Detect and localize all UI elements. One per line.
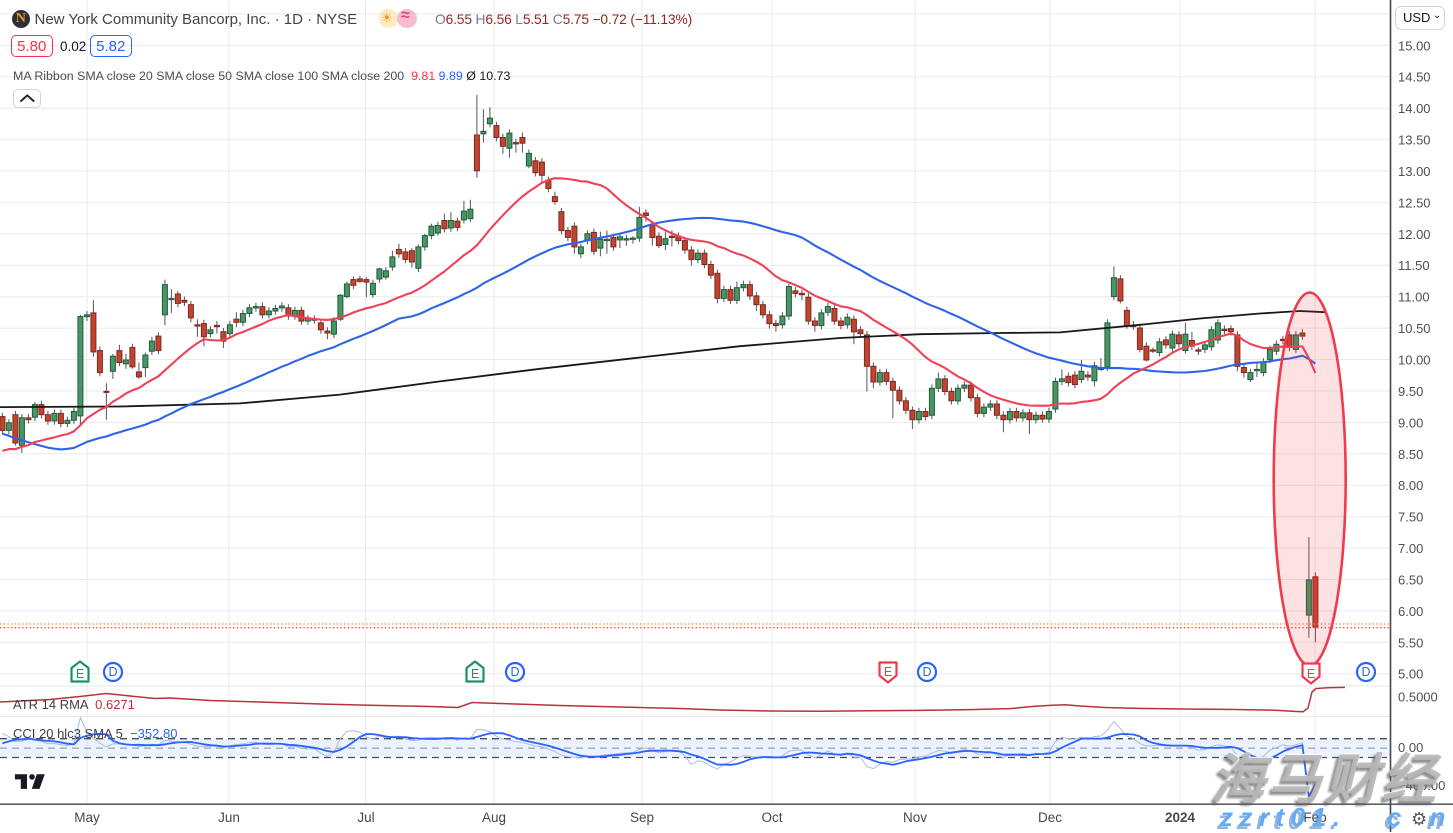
- svg-text:Jun: Jun: [218, 810, 240, 825]
- svg-text:D: D: [1361, 665, 1370, 679]
- svg-text:Dec: Dec: [1038, 810, 1062, 825]
- svg-text:9.00: 9.00: [1398, 415, 1423, 430]
- svg-text:8.00: 8.00: [1398, 478, 1423, 493]
- svg-text:Aug: Aug: [482, 810, 506, 825]
- svg-text:Feb: Feb: [1303, 810, 1326, 825]
- svg-text:15.00: 15.00: [1398, 38, 1431, 53]
- svg-text:D: D: [510, 665, 519, 679]
- svg-text:D: D: [108, 665, 117, 679]
- svg-text:2024: 2024: [1165, 810, 1196, 825]
- svg-text:5.50: 5.50: [1398, 635, 1423, 650]
- svg-text:0.5000: 0.5000: [1398, 690, 1438, 705]
- svg-text:Nov: Nov: [903, 810, 927, 825]
- svg-text:6.50: 6.50: [1398, 572, 1423, 587]
- svg-text:10.50: 10.50: [1398, 321, 1431, 336]
- svg-text:13.00: 13.00: [1398, 164, 1431, 179]
- svg-text:14.50: 14.50: [1398, 70, 1431, 85]
- svg-text:0.00: 0.00: [1398, 740, 1423, 755]
- svg-text:Oct: Oct: [761, 810, 782, 825]
- svg-text:10.00: 10.00: [1398, 353, 1431, 368]
- svg-text:14.00: 14.00: [1398, 101, 1431, 116]
- svg-text:11.50: 11.50: [1398, 258, 1430, 273]
- svg-text:D: D: [922, 665, 931, 679]
- svg-text:E: E: [884, 665, 892, 679]
- svg-text:6.00: 6.00: [1398, 604, 1423, 619]
- svg-text:9.50: 9.50: [1398, 384, 1423, 399]
- svg-text:13.50: 13.50: [1398, 133, 1431, 148]
- svg-text:12.50: 12.50: [1398, 195, 1431, 210]
- svg-text:Jul: Jul: [357, 810, 374, 825]
- svg-text:7.50: 7.50: [1398, 510, 1423, 525]
- svg-text:E: E: [1307, 667, 1315, 681]
- svg-text:12.00: 12.00: [1398, 227, 1431, 242]
- svg-text:5.00: 5.00: [1398, 667, 1423, 682]
- svg-text:−400.00: −400.00: [1398, 778, 1445, 793]
- svg-text:11.00: 11.00: [1398, 290, 1430, 305]
- svg-text:May: May: [74, 810, 100, 825]
- svg-text:Sep: Sep: [630, 810, 654, 825]
- svg-text:⚙: ⚙: [1411, 809, 1427, 829]
- svg-text:E: E: [471, 667, 479, 681]
- svg-text:7.00: 7.00: [1398, 541, 1423, 556]
- svg-text:E: E: [76, 667, 84, 681]
- svg-text:8.50: 8.50: [1398, 447, 1423, 462]
